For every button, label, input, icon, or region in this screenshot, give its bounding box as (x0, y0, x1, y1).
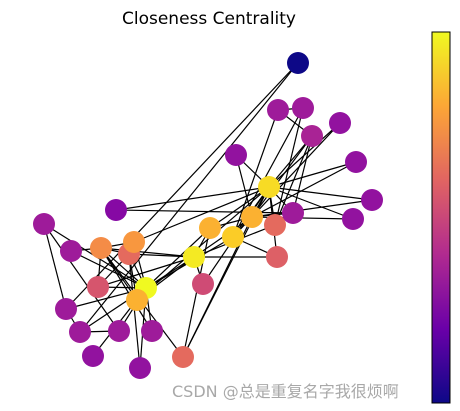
node-30 (172, 346, 194, 368)
edge-23-27 (274, 135, 313, 226)
edge-23-29 (292, 135, 313, 214)
node-20 (225, 144, 247, 166)
watermark: CSDN @总是重复名字我很烦啊 (172, 382, 399, 401)
node-9 (192, 273, 214, 295)
node-26 (105, 199, 127, 221)
node-29 (282, 202, 304, 224)
edge-layer (43, 62, 373, 369)
edge-5-16 (79, 62, 299, 333)
node-8 (199, 217, 221, 239)
node-15 (345, 151, 367, 173)
edge-6-16 (65, 62, 299, 310)
node-27 (264, 214, 286, 236)
node-33 (258, 176, 280, 198)
edge-8-33 (209, 186, 270, 229)
edge-4-6 (43, 223, 67, 310)
node-layer (33, 52, 383, 379)
node-18 (342, 208, 364, 230)
node-25 (267, 99, 289, 121)
edge-23-32 (251, 135, 313, 218)
node-21 (141, 320, 163, 342)
edge-0-8 (145, 227, 211, 289)
node-7 (87, 276, 109, 298)
edge-22-32 (251, 122, 341, 218)
edge-13-33 (136, 186, 270, 301)
edge-26-29 (115, 209, 294, 214)
node-2 (183, 246, 205, 268)
node-17 (60, 240, 82, 262)
edge-1-2 (100, 247, 195, 258)
node-4 (33, 213, 55, 235)
node-13 (126, 289, 148, 311)
chart-title: Closeness Centrality (122, 9, 296, 29)
node-14 (361, 189, 383, 211)
node-22 (329, 112, 351, 134)
node-28 (266, 246, 288, 268)
node-12 (129, 357, 151, 379)
node-19 (123, 231, 145, 253)
edge-3-12 (128, 253, 141, 369)
node-10 (108, 320, 130, 342)
node-23 (301, 125, 323, 147)
node-11 (82, 345, 104, 367)
edge-14-33 (268, 186, 373, 201)
edge-2-7 (97, 256, 195, 288)
node-5 (69, 321, 91, 343)
node-6 (55, 298, 77, 320)
node-31 (222, 226, 244, 248)
node-24 (292, 97, 314, 119)
edge-25-31 (232, 109, 279, 238)
node-16 (287, 52, 309, 74)
node-1 (90, 237, 112, 259)
edge-26-33 (115, 186, 270, 211)
edge-1-21 (100, 247, 153, 332)
edge-24-27 (274, 107, 304, 226)
edge-4-10 (43, 223, 120, 332)
edge-15-32 (251, 161, 357, 218)
colorbar (431, 31, 451, 404)
node-32 (241, 206, 263, 228)
